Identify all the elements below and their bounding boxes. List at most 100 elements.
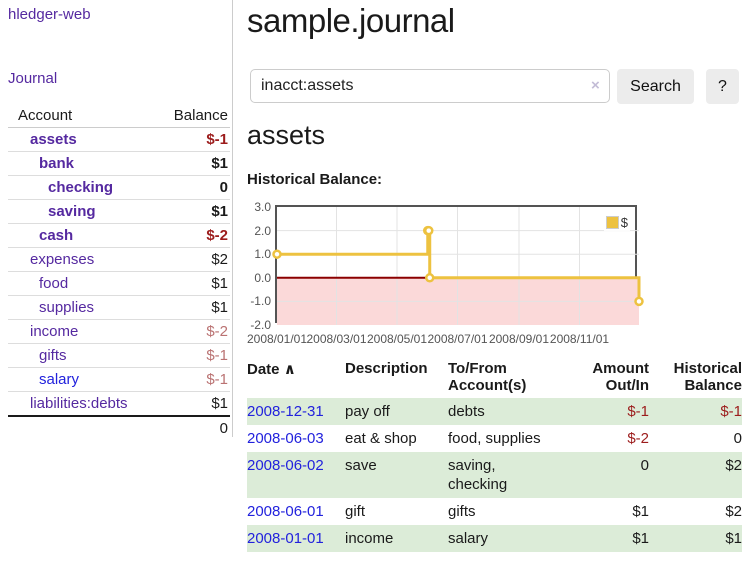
transaction-row[interactable]: 2008-06-03 eat & shop food, supplies $-2 0 [247, 425, 742, 452]
account-link-supplies[interactable]: supplies [39, 299, 95, 316]
transaction-row[interactable]: 2008-06-01 gift gifts $1 $2 [247, 498, 742, 525]
balance-column-header-main: Historical Balance [673, 360, 742, 394]
sidebar-accounts-body: assets $-1 bank $1 checking 0 saving $1 cash $-2 e… [8, 128, 230, 416]
transaction-description: eat & shop [345, 430, 417, 447]
chart-title: Historical Balance: [247, 171, 383, 188]
account-row: food $1 [8, 271, 230, 296]
register-body: 2008-12-31 pay off debts $-1 $-1 2008-06-03 ea… [247, 398, 742, 552]
account-balance: $1 [150, 295, 230, 320]
transaction-date[interactable]: 2008-12-31 [247, 398, 345, 425]
x-tick-label: 2008/11/01 [549, 332, 610, 346]
transaction-balance: 0 [733, 430, 742, 447]
transaction-balance: $-1 [720, 403, 742, 420]
x-tick-label: 2008/09/01 [488, 332, 550, 346]
sidebar-item-journal[interactable]: Journal [8, 70, 58, 87]
account-link-salary[interactable]: salary [39, 371, 80, 388]
clear-search-icon[interactable]: × [591, 77, 600, 94]
account-row: supplies $1 [8, 295, 230, 320]
account-balance: 0 [150, 175, 230, 200]
date-column-header[interactable]: Date ∧ [247, 361, 296, 378]
y-tick-label: 0.0 [254, 270, 271, 285]
balance-column-header: Balance [150, 104, 230, 128]
account-balance: $1 [150, 199, 230, 224]
transaction-date-link[interactable]: 2008-12-31 [247, 403, 324, 420]
transaction-balance: $2 [725, 503, 742, 520]
main-content: sample.journal × Search ? assets Histori… [247, 0, 742, 582]
transaction-accounts: food, supplies [448, 430, 541, 447]
transaction-date[interactable]: 2008-06-01 [247, 498, 345, 525]
account-balance: $-2 [150, 319, 230, 344]
register-table: Date ∧ Description To/From Account(s) Am… [247, 358, 742, 552]
account-link-cash[interactable]: cash [39, 227, 74, 244]
transaction-date-link[interactable]: 2008-06-02 [247, 457, 324, 474]
account-row: income $-2 [8, 319, 230, 344]
transaction-date-link[interactable]: 2008-06-01 [247, 503, 324, 520]
account-link-income[interactable]: income [30, 323, 79, 340]
transaction-description: pay off [345, 403, 390, 420]
accounts-total-value: 0 [150, 415, 230, 440]
x-tick-label: 2008/07/01 [427, 332, 488, 346]
x-tick-label: 2008/01/01 [246, 332, 308, 346]
accounts-table: Account Balance assets $-1 bank $1 checking 0… [8, 104, 230, 440]
account-column-header: Account [8, 104, 151, 128]
account-link-bank[interactable]: bank [39, 155, 75, 172]
account-link-assets[interactable]: assets [30, 131, 77, 148]
transaction-accounts: debts [448, 403, 485, 420]
y-tick-label: 1.0 [254, 247, 271, 262]
transaction-amount: $1 [632, 530, 649, 547]
x-tick-label: 2008/03/01 [306, 332, 367, 346]
account-row: checking 0 [8, 175, 230, 200]
sort-asc-icon: ∧ [283, 361, 296, 378]
account-row: assets $-1 [8, 128, 230, 152]
account-balance: $1 [150, 271, 230, 296]
account-row: gifts $-1 [8, 343, 230, 368]
account-row: expenses $2 [8, 247, 230, 272]
chart-legend: $ [603, 214, 630, 231]
historical-balance-chart: $ 3.0 2.0 1.0 0.0 -1.0 -2.0 2008/01/01 2008/03/… [247, 200, 667, 350]
search-button[interactable]: Search [617, 69, 694, 104]
account-row: salary $-1 [8, 367, 230, 392]
transaction-description: income [345, 530, 394, 547]
accounts-table-header: Account Balance [8, 104, 230, 128]
y-tick-label: 3.0 [254, 200, 271, 214]
account-link-checking[interactable]: checking [48, 179, 114, 196]
account-link-expenses[interactable]: expenses [30, 251, 95, 268]
account-balance: $1 [150, 151, 230, 176]
transaction-date-link[interactable]: 2008-06-03 [247, 430, 324, 447]
transaction-row[interactable]: 2008-06-02 save saving, checking 0 $2 [247, 452, 742, 498]
transaction-row[interactable]: 2008-01-01 income salary $1 $1 [247, 525, 742, 552]
account-link-gifts[interactable]: gifts [39, 347, 67, 364]
legend-swatch [605, 216, 619, 229]
chart-plot[interactable]: $ 3.0 2.0 1.0 0.0 -1.0 -2.0 2008/01/01 2008/03/… [247, 200, 644, 346]
accounts-total-row: 0 [8, 415, 230, 440]
transaction-date-link[interactable]: 2008-01-01 [247, 530, 324, 547]
account-row: liabilities:debts $1 [8, 391, 230, 416]
register-header-row: Date ∧ Description To/From Account(s) Am… [247, 358, 742, 398]
account-balance: $1 [150, 391, 230, 416]
search-input[interactable] [250, 69, 610, 103]
account-row: cash $-2 [8, 223, 230, 248]
y-tick-label: -2.0 [250, 318, 271, 332]
account-balance: $2 [150, 247, 230, 272]
transaction-description: gift [345, 503, 366, 520]
help-button[interactable]: ? [706, 69, 739, 104]
account-link-liabilities-debts[interactable]: liabilities:debts [30, 395, 128, 412]
transaction-date[interactable]: 2008-06-03 [247, 425, 345, 452]
account-row: saving $1 [8, 199, 230, 224]
app-brand-link[interactable]: hledger-web [8, 6, 91, 23]
x-tick-label: 2008/05/01 [366, 332, 428, 346]
transaction-amount: $-2 [627, 430, 649, 447]
legend-label: $ [620, 215, 628, 230]
transaction-balance: $2 [725, 457, 742, 474]
account-balance: $-1 [150, 343, 230, 368]
account-link-saving[interactable]: saving [48, 203, 96, 220]
transaction-row[interactable]: 2008-12-31 pay off debts $-1 $-1 [247, 398, 742, 425]
account-link-food[interactable]: food [39, 275, 69, 292]
y-tick-label: 2.0 [254, 223, 271, 238]
transaction-date[interactable]: 2008-06-02 [247, 452, 345, 498]
sidebar: hledger-web Journal Account Balance asse… [0, 0, 233, 440]
transaction-date[interactable]: 2008-01-01 [247, 525, 345, 552]
page-title: sample.journal [247, 2, 455, 39]
account-balance: $-1 [150, 367, 230, 392]
